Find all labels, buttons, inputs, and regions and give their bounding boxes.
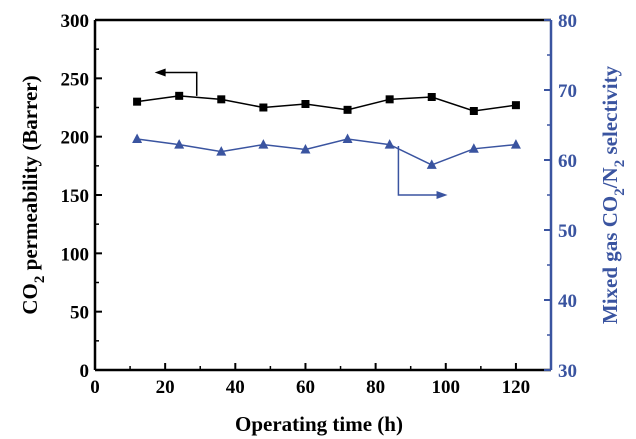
right-axis-arrow-line [397,146,438,196]
marks [132,68,521,199]
series-0-point [301,100,310,108]
y2-tick-label: 80 [558,11,577,32]
series-1-point [258,139,269,149]
y-tick-label: 200 [61,128,90,149]
x-tick-label: 120 [502,377,531,398]
series-1-point [132,133,143,143]
y2-tick-label: 70 [558,81,577,102]
x-tick-label: 80 [366,377,385,398]
x-tick-label: 0 [90,377,100,398]
series-1-point [384,139,395,149]
x-tick-label: 60 [296,377,315,398]
series-1-point [468,143,479,153]
series-0-point [343,105,352,114]
y2-tick-label: 50 [558,221,577,242]
y-tick-label: 50 [70,303,89,324]
axes [93,18,553,372]
series-0-point [427,93,436,101]
y2-tick-label: 30 [558,361,577,382]
series-1-point [342,133,353,143]
y-tick-label: 300 [61,11,90,32]
y2-tick-label: 60 [558,151,577,172]
x-tick-label: 20 [156,377,175,398]
y2-axis-title: Mixed gas CO2/N2 selectivity [598,65,628,324]
x-tick-label: 100 [432,377,461,398]
left-axis-arrowhead [154,68,166,77]
y-tick-label: 250 [61,69,90,90]
right-axis-arrowhead [436,191,448,199]
series-0-point [259,103,268,112]
y-axis-title: CO2 permeability (Barrer) [18,75,48,314]
y2-tick-label: 40 [558,291,577,312]
series-1-point [426,159,437,169]
series-1-point [300,144,311,154]
labels: 0 20 40 60 80 100 120 0 50 100 150 200 250 300 30 40 50 6… [61,11,578,398]
series-1-point [174,139,185,149]
series-0-point [469,107,478,115]
y-tick-label: 150 [61,186,90,207]
series-1-point [510,139,521,149]
series-0-point [511,101,520,110]
x-axis-title: Operating time (h) [235,412,403,436]
series-0-point [385,95,394,104]
y-tick-label: 100 [61,244,90,265]
series-1-line [136,138,516,166]
series-0-point [133,97,142,106]
series-0-point [175,91,184,100]
left-axis-arrow-line [164,71,198,96]
series-0-point [217,95,226,104]
series-1-point [216,146,227,156]
y-tick-label: 0 [80,361,90,382]
x-tick-label: 40 [226,377,245,398]
series-0-line [136,95,517,112]
